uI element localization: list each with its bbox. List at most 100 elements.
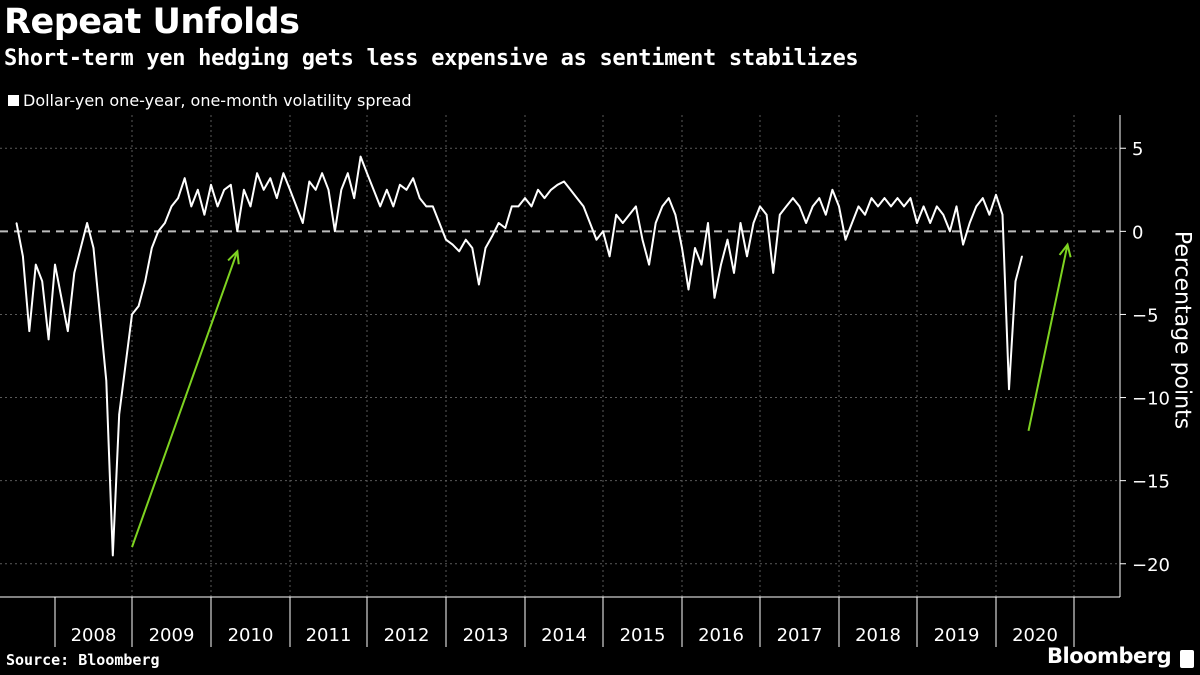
chart-subtitle: Short-term yen hedging gets less expensi… xyxy=(4,46,859,71)
data-point xyxy=(595,238,598,241)
data-point xyxy=(792,197,794,199)
y-tick-label: −10 xyxy=(1132,389,1170,410)
data-point xyxy=(497,222,500,224)
data-point xyxy=(1008,388,1010,391)
data-point xyxy=(955,205,958,208)
data-point xyxy=(524,197,526,199)
data-point xyxy=(54,263,56,266)
data-point xyxy=(137,305,140,307)
data-point xyxy=(831,189,834,191)
data-point xyxy=(674,213,677,216)
x-tick-label: 2010 xyxy=(228,625,274,646)
data-point xyxy=(79,247,82,249)
data-point xyxy=(798,205,801,208)
data-point xyxy=(713,297,716,299)
data-point xyxy=(1001,213,1004,216)
data-point xyxy=(190,205,193,208)
data-point xyxy=(177,197,179,199)
data-point xyxy=(922,205,925,208)
data-point xyxy=(1021,255,1023,258)
data-point xyxy=(681,247,683,249)
data-point xyxy=(203,213,206,216)
data-point xyxy=(576,197,578,199)
data-point xyxy=(550,189,552,191)
data-point xyxy=(975,205,978,208)
data-point xyxy=(236,230,239,233)
data-point xyxy=(752,222,755,224)
data-point xyxy=(942,213,945,216)
data-point xyxy=(602,230,604,233)
data-point xyxy=(838,205,840,208)
data-point xyxy=(844,238,847,241)
x-tick-label: 2018 xyxy=(855,625,901,646)
data-point xyxy=(276,197,278,199)
x-tick-label: 2014 xyxy=(541,625,587,646)
data-point xyxy=(302,222,304,224)
y-axis: 5 0 −5 −10 −15 −20 xyxy=(1119,115,1170,597)
series-layer xyxy=(15,155,1023,557)
data-point xyxy=(282,172,285,174)
data-point xyxy=(243,189,245,191)
data-point xyxy=(890,205,892,208)
legend: Dollar-yen one-year, one-month volatilit… xyxy=(8,91,412,110)
data-point xyxy=(412,177,414,179)
data-point xyxy=(105,380,108,382)
data-point xyxy=(465,238,467,241)
data-point xyxy=(896,197,899,199)
data-point xyxy=(230,184,232,186)
data-point xyxy=(41,280,43,283)
data-point xyxy=(982,197,984,199)
data-point xyxy=(112,554,114,557)
data-point xyxy=(726,238,729,241)
data-point xyxy=(700,263,703,266)
arrow-head xyxy=(227,249,240,265)
data-point xyxy=(582,205,585,208)
x-tick-label: 2017 xyxy=(777,625,823,646)
source-note: Source: Bloomberg xyxy=(6,651,160,669)
data-point xyxy=(1014,280,1017,283)
data-point xyxy=(491,235,493,238)
data-point xyxy=(22,255,24,258)
arrow-line xyxy=(131,250,239,548)
data-point xyxy=(471,247,474,249)
data-point xyxy=(366,172,368,174)
x-tick-label: 2019 xyxy=(934,625,980,646)
data-point xyxy=(504,227,507,229)
legend-label: Dollar-yen one-year, one-month volatilit… xyxy=(23,91,412,110)
arrow-line xyxy=(1027,244,1069,431)
y-tick-label: −5 xyxy=(1132,305,1159,326)
data-point xyxy=(543,197,546,199)
data-point xyxy=(772,272,774,274)
data-point xyxy=(359,155,362,158)
legend-swatch xyxy=(8,95,19,106)
data-point xyxy=(988,213,991,216)
x-tick-label: 2016 xyxy=(698,625,744,646)
data-point xyxy=(92,247,95,249)
y-tick-label: 5 xyxy=(1132,139,1143,160)
data-point xyxy=(118,413,120,416)
series-line xyxy=(15,155,1023,557)
data-point xyxy=(47,338,50,341)
x-tick-label: 2012 xyxy=(384,625,430,646)
y-tick-label: 0 xyxy=(1132,222,1143,243)
data-point xyxy=(903,205,905,208)
data-point xyxy=(151,247,153,249)
data-point xyxy=(197,189,199,191)
data-point xyxy=(694,247,696,249)
data-point xyxy=(438,222,441,224)
data-point xyxy=(484,247,487,249)
data-point xyxy=(216,205,219,208)
bloomberg-logo: Bloomberg xyxy=(1047,644,1172,668)
annotations-layer xyxy=(131,242,1072,548)
data-point xyxy=(779,213,781,216)
data-point xyxy=(916,222,918,224)
data-point xyxy=(425,205,428,208)
data-point xyxy=(183,177,186,179)
x-tick-label: 2013 xyxy=(463,625,509,646)
data-point xyxy=(569,189,572,191)
data-point xyxy=(124,363,127,366)
data-point xyxy=(707,222,709,224)
data-point xyxy=(334,230,336,233)
data-point xyxy=(86,222,88,224)
data-point xyxy=(530,205,533,208)
